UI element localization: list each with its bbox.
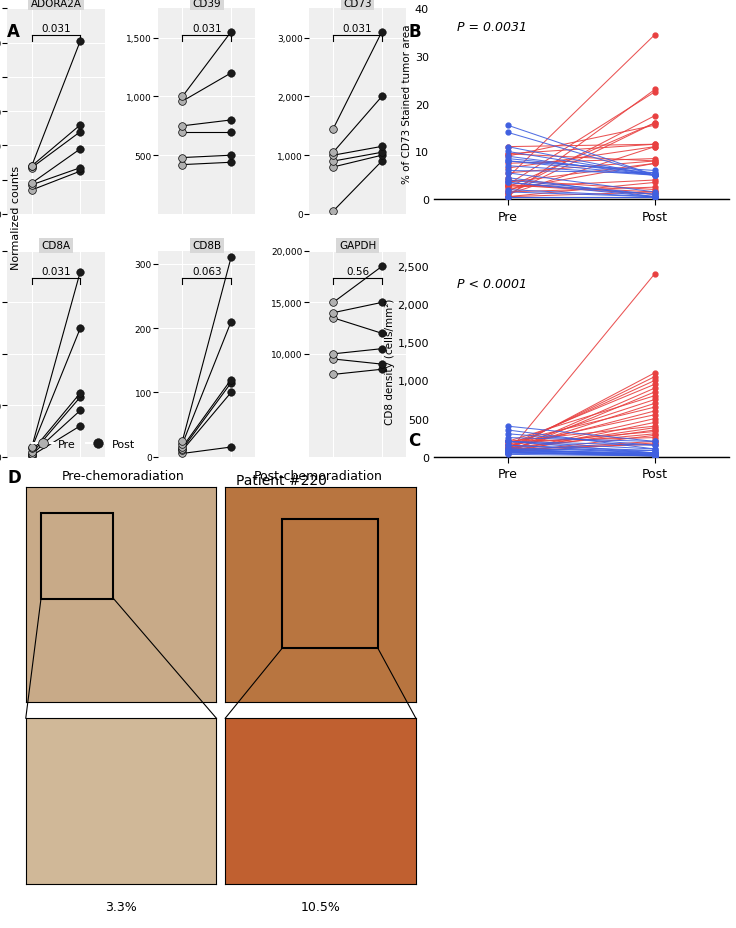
Title: CD8B: CD8B [192,241,222,251]
Text: 10.5%: 10.5% [300,900,341,913]
Text: 3.3%: 3.3% [105,900,137,913]
Bar [283,520,378,649]
Text: P < 0.0001: P < 0.0001 [458,278,528,291]
Text: B: B [408,23,421,41]
Text: A: A [7,23,20,41]
Text: 0.031: 0.031 [41,24,71,34]
Text: P = 0.0031: P = 0.0031 [458,20,528,33]
Text: 0.56: 0.56 [346,266,369,277]
Title: CD39: CD39 [192,0,221,8]
Text: 0.063: 0.063 [192,266,222,277]
Text: Post-chemoradiation: Post-chemoradiation [254,470,383,483]
Title: ADORA2A: ADORA2A [30,0,82,8]
Legend: Pre, Post: Pre, Post [28,435,140,454]
Text: 0.031: 0.031 [343,24,372,34]
Y-axis label: CD8 density (cells/mm²): CD8 density (cells/mm²) [385,299,394,425]
Bar [41,513,113,599]
Text: Patient #220: Patient #220 [236,474,327,488]
Text: Pre-chemoradiation: Pre-chemoradiation [62,470,185,483]
Text: 0.031: 0.031 [41,266,71,277]
Text: Normalized counts: Normalized counts [11,166,21,270]
Text: D: D [7,469,21,486]
Title: CD73: CD73 [343,0,372,8]
Title: GAPDH: GAPDH [339,241,376,251]
Y-axis label: % of CD73 Stained tumor area: % of CD73 Stained tumor area [402,25,412,185]
Title: CD8A: CD8A [41,241,71,251]
Text: C: C [408,432,421,449]
Text: 0.031: 0.031 [192,24,222,34]
